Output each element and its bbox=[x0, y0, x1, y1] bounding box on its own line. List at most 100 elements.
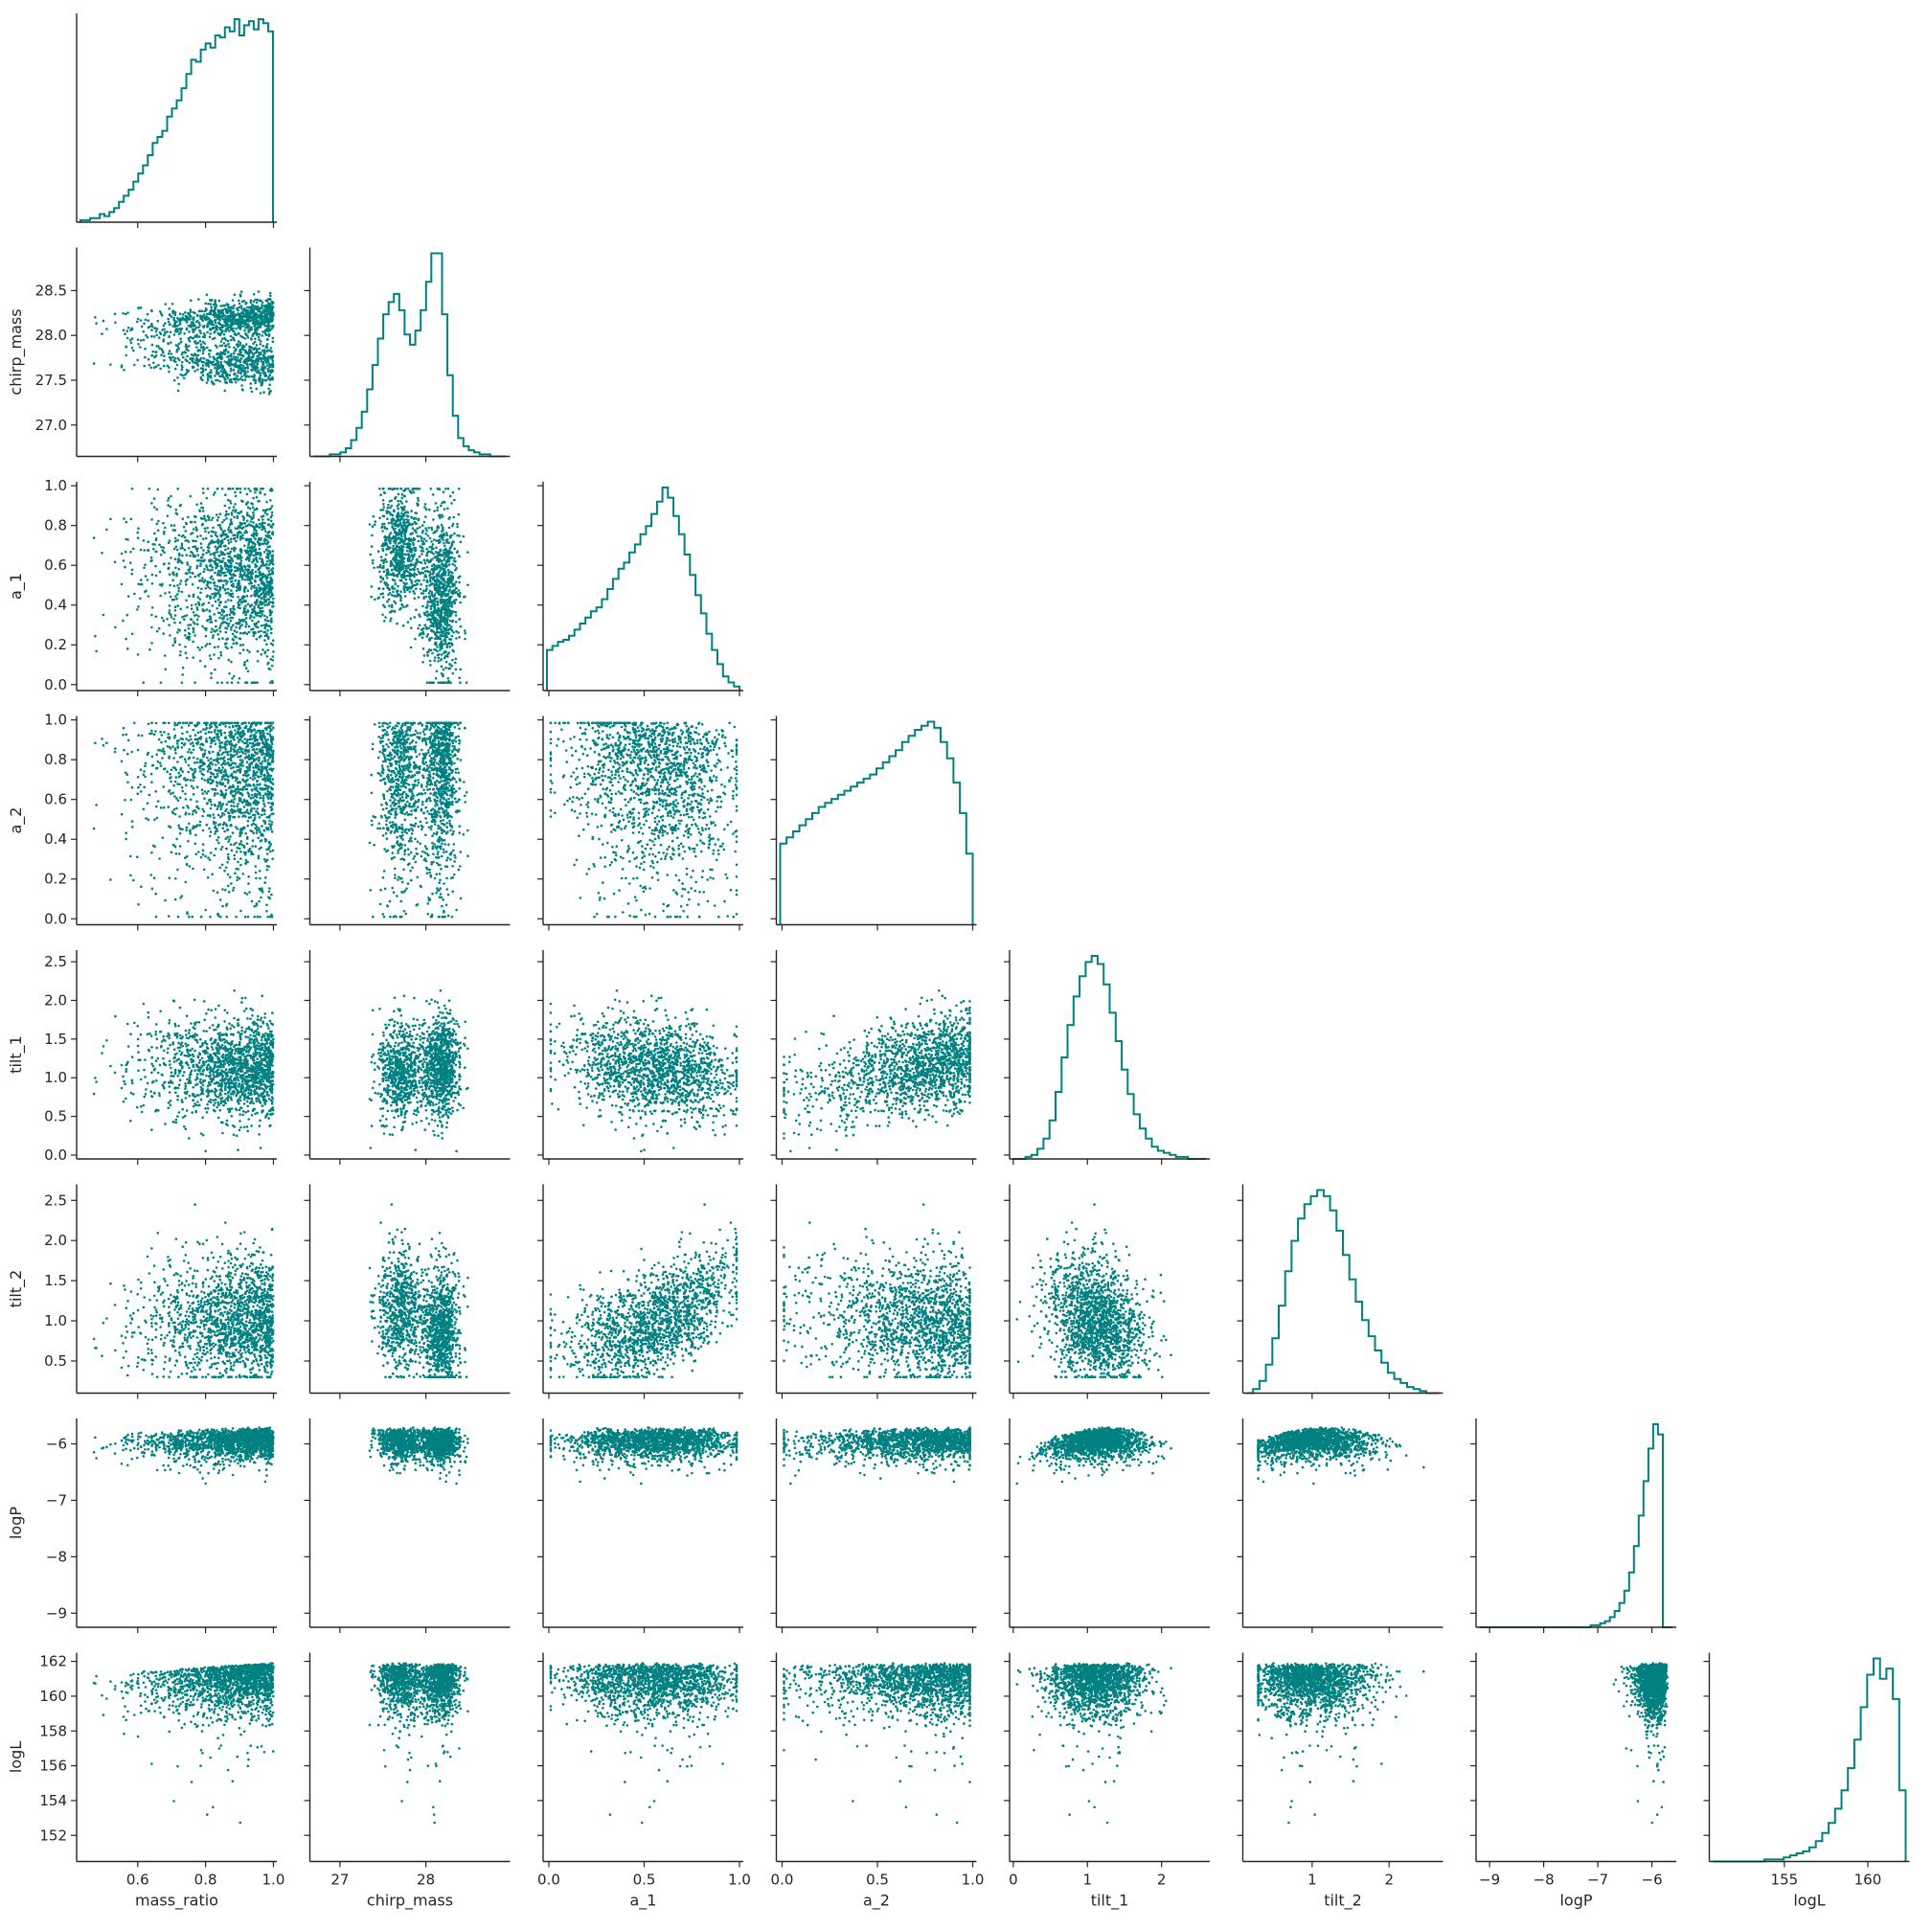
scatter-point bbox=[220, 567, 223, 570]
scatter-point bbox=[131, 633, 134, 636]
scatter-point bbox=[199, 314, 202, 317]
scatter-point bbox=[219, 579, 222, 582]
scatter-point bbox=[201, 379, 204, 382]
scatter-point bbox=[233, 305, 236, 307]
scatter-point bbox=[237, 528, 239, 531]
scatter-point bbox=[222, 584, 225, 587]
scatter-point bbox=[156, 328, 159, 330]
scatter-point bbox=[432, 543, 435, 546]
scatter-point bbox=[156, 523, 159, 526]
scatter-point bbox=[150, 614, 153, 617]
scatter-point bbox=[230, 626, 233, 629]
scatter-point bbox=[259, 333, 261, 336]
scatter-point bbox=[224, 373, 227, 375]
scatter-point bbox=[246, 649, 249, 652]
scatter-point bbox=[157, 520, 160, 523]
scatter-point bbox=[261, 360, 263, 363]
scatter-point bbox=[256, 327, 259, 329]
scatter-point bbox=[240, 559, 243, 562]
scatter-point bbox=[266, 513, 269, 516]
scatter-point bbox=[139, 346, 142, 349]
scatter-point bbox=[127, 595, 130, 598]
scatter-point bbox=[152, 362, 155, 365]
scatter-point bbox=[239, 652, 241, 655]
scatter-point bbox=[202, 554, 205, 556]
scatter-point bbox=[266, 578, 269, 580]
scatter-point bbox=[140, 306, 143, 309]
scatter-point bbox=[173, 622, 176, 624]
scatter-point bbox=[228, 623, 231, 625]
scatter-point bbox=[266, 509, 269, 511]
scatter-point bbox=[191, 607, 193, 610]
scatter-point bbox=[227, 559, 230, 562]
scatter-point bbox=[230, 339, 233, 342]
scatter-point bbox=[181, 591, 184, 594]
scatter-point bbox=[218, 375, 221, 378]
scatter-point bbox=[169, 324, 171, 327]
scatter-point bbox=[383, 620, 386, 623]
scatter-point bbox=[162, 350, 165, 352]
scatter-point bbox=[240, 307, 243, 310]
scatter-point bbox=[261, 518, 264, 521]
scatter-point bbox=[114, 322, 117, 325]
scatter-point bbox=[144, 356, 147, 359]
scatter-point bbox=[213, 355, 216, 358]
scatter-point bbox=[248, 557, 251, 560]
scatter-point bbox=[150, 559, 153, 562]
scatter-point bbox=[269, 574, 272, 577]
scatter-point bbox=[177, 590, 180, 593]
scatter-point bbox=[448, 646, 451, 648]
scatter-point bbox=[185, 651, 188, 654]
scatter-point bbox=[162, 522, 165, 525]
scatter-point bbox=[215, 532, 217, 534]
scatter-point bbox=[414, 638, 417, 641]
scatter-point bbox=[266, 542, 269, 545]
scatter-point bbox=[170, 613, 172, 616]
scatter-point bbox=[168, 335, 170, 338]
scatter-point bbox=[183, 615, 186, 618]
scatter-point bbox=[235, 333, 238, 336]
scatter-point bbox=[232, 509, 235, 511]
scatter-point bbox=[237, 345, 239, 348]
scatter-point bbox=[237, 372, 239, 374]
scatter-point bbox=[178, 332, 181, 335]
scatter-point bbox=[144, 348, 147, 351]
scatter-point bbox=[204, 517, 207, 520]
scatter-point bbox=[268, 570, 271, 573]
scatter-point bbox=[181, 545, 184, 548]
scatter-point bbox=[229, 559, 232, 562]
scatter-point bbox=[454, 662, 457, 665]
scatter-point bbox=[221, 539, 224, 542]
scatter-point bbox=[151, 606, 154, 609]
scatter-point bbox=[239, 293, 242, 296]
scatter-point bbox=[258, 290, 261, 293]
scatter-point bbox=[193, 628, 195, 631]
scatter-point bbox=[197, 349, 200, 352]
scatter-point bbox=[253, 550, 256, 553]
scatter-point bbox=[234, 570, 237, 573]
scatter-point bbox=[238, 353, 240, 356]
scatter-point bbox=[271, 310, 274, 313]
scatter-point bbox=[264, 530, 267, 533]
scatter-point bbox=[199, 565, 202, 568]
scatter-point bbox=[268, 550, 271, 553]
scatter-point bbox=[230, 593, 233, 596]
scatter-point bbox=[260, 588, 262, 591]
scatter-point bbox=[190, 299, 193, 302]
scatter-point bbox=[217, 352, 220, 355]
scatter-point bbox=[222, 618, 225, 621]
scatter-point bbox=[256, 638, 259, 641]
scatter-point bbox=[207, 376, 210, 379]
scatter-point bbox=[240, 375, 243, 378]
scatter-point bbox=[224, 562, 227, 565]
scatter-point bbox=[223, 537, 226, 540]
scatter-point bbox=[213, 327, 216, 329]
scatter-point bbox=[258, 357, 261, 360]
scatter-point bbox=[230, 580, 233, 583]
scatter-point bbox=[219, 551, 222, 554]
scatter-point bbox=[155, 551, 158, 554]
scatter-point bbox=[212, 579, 215, 581]
scatter-point bbox=[152, 543, 155, 546]
scatter-point bbox=[232, 643, 235, 646]
scatter-point bbox=[247, 551, 250, 554]
